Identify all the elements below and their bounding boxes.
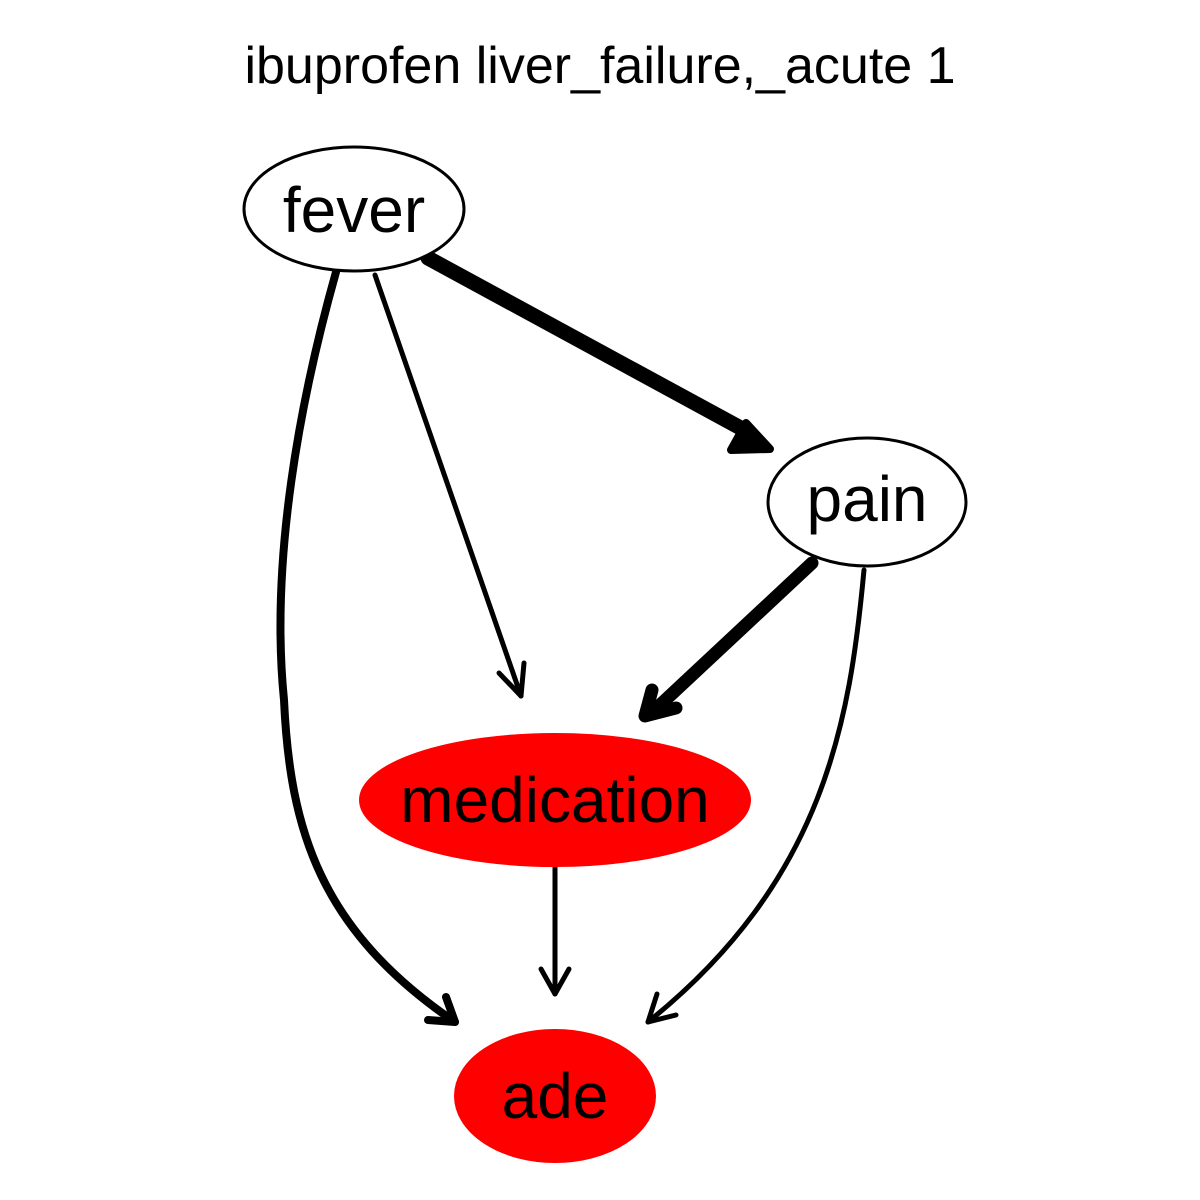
arrowhead-fever-ade: [424, 993, 459, 1026]
edge-fever-pain: [420, 250, 756, 440]
diagram-title: ibuprofen liver_failure,_acute 1: [244, 37, 955, 95]
node-fever-shape: [242, 145, 466, 273]
node-fever-label: fever: [283, 174, 425, 246]
arrowhead-fever-pain: [727, 419, 774, 454]
node-pain-shape: [766, 436, 968, 568]
edge-pain-medication: [653, 556, 819, 712]
arrowhead-pain-ade: [645, 991, 679, 1025]
node-ade-label: ade: [502, 1060, 609, 1132]
edge-fever-ade: [276, 268, 459, 1026]
node-medication-label: medication: [400, 764, 710, 836]
node-ade: ade: [454, 1029, 656, 1163]
arrowhead-fever-medication: [496, 660, 527, 699]
node-pain-label: pain: [807, 463, 928, 535]
node-ade-shape: [454, 1029, 656, 1163]
arrowhead-pain-medication: [638, 683, 683, 723]
node-medication: medication: [359, 733, 751, 867]
node-fever: fever: [242, 145, 466, 273]
edge-pain-ade: [645, 567, 867, 1025]
arrowhead-medication-ade: [538, 966, 572, 997]
edge-fever-medication: [372, 272, 524, 699]
node-medication-shape: [359, 733, 751, 867]
edges: [276, 250, 867, 1026]
node-pain: pain: [766, 436, 968, 568]
